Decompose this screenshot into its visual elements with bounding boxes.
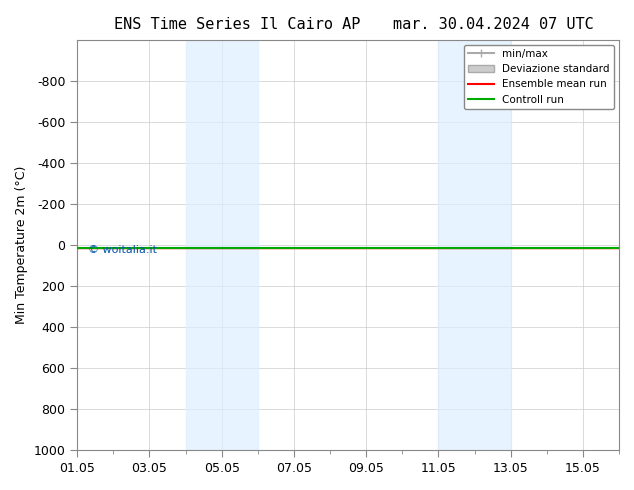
Text: mar. 30.04.2024 07 UTC: mar. 30.04.2024 07 UTC	[393, 17, 594, 32]
Bar	[186, 40, 258, 450]
Legend: min/max, Deviazione standard, Ensemble mean run, Controll run: min/max, Deviazione standard, Ensemble m…	[463, 45, 614, 109]
Text: © woitalia.it: © woitalia.it	[88, 245, 157, 255]
Bar	[439, 40, 510, 450]
Text: ENS Time Series Il Cairo AP: ENS Time Series Il Cairo AP	[114, 17, 361, 32]
Y-axis label: Min Temperature 2m (°C): Min Temperature 2m (°C)	[15, 166, 28, 324]
